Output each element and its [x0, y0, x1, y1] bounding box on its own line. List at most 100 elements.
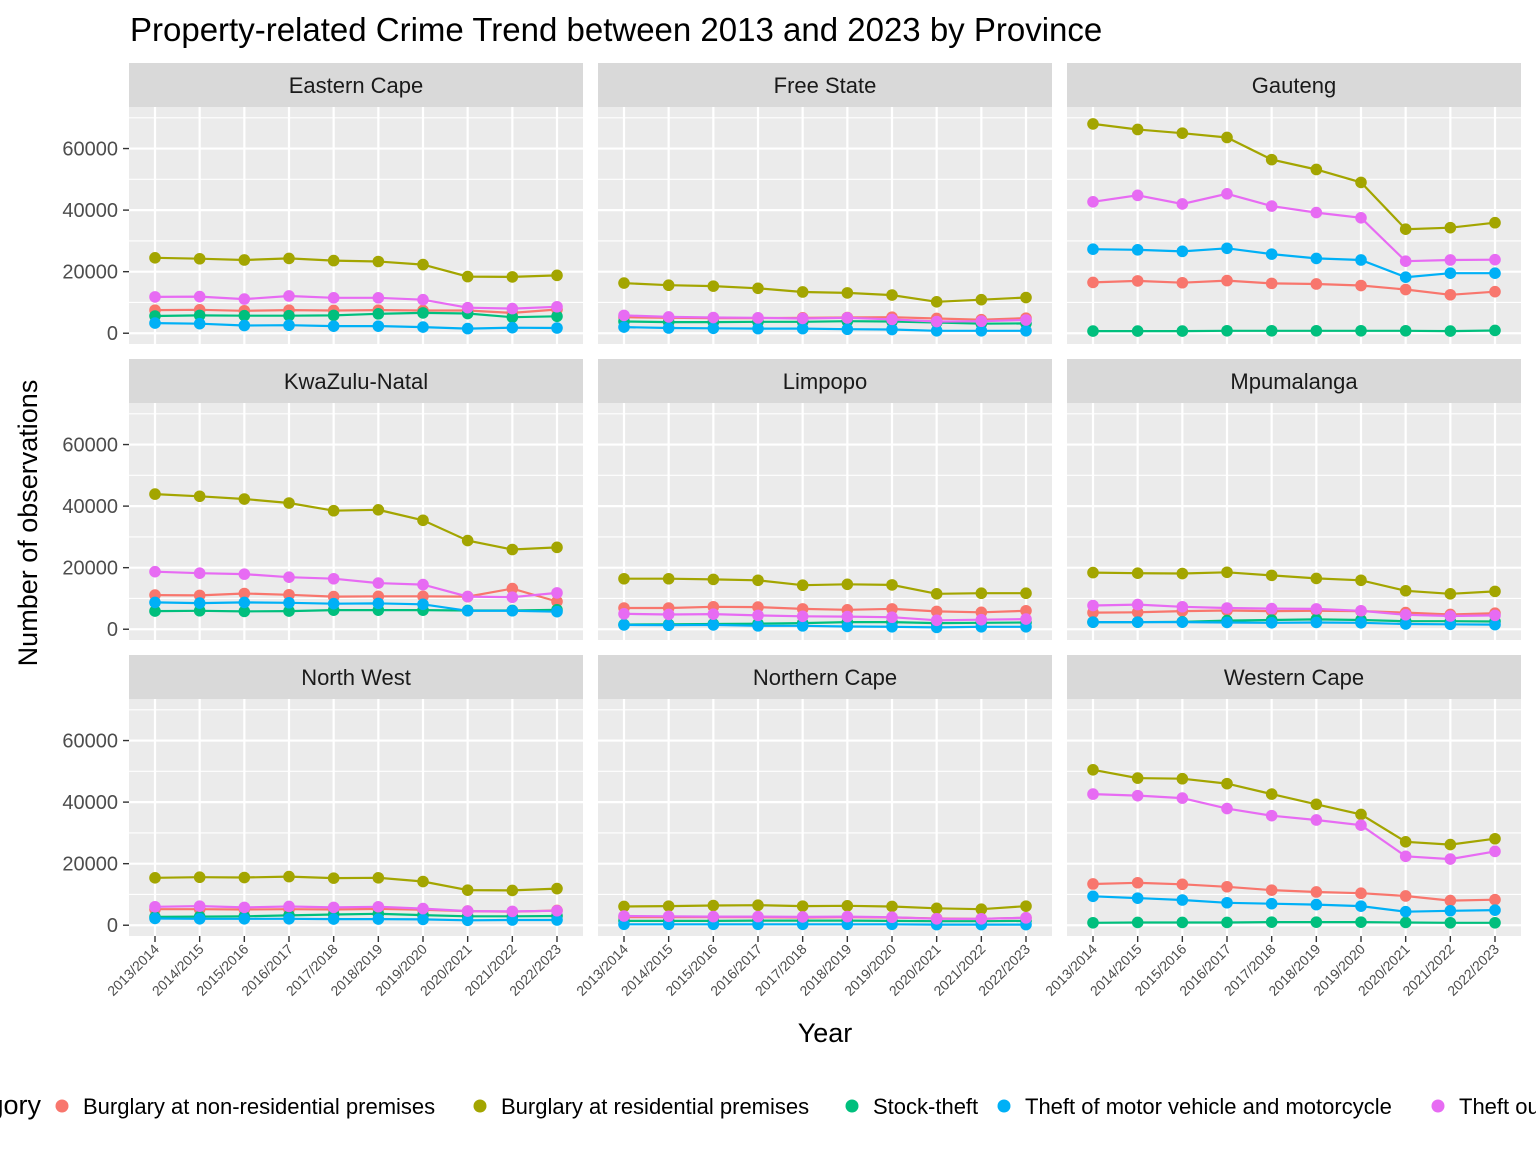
- data-point: [372, 320, 385, 332]
- series-burglary-at-residential-premises: [1087, 566, 1501, 600]
- legend-label: Burglary at residential premises: [501, 1094, 809, 1119]
- data-point: [1221, 802, 1233, 815]
- legend-key: [55, 1099, 69, 1113]
- data-point: [841, 610, 854, 623]
- data-point: [1087, 788, 1099, 800]
- panel-background: [129, 107, 583, 344]
- series-theft-of-motor-vehicle-and-motorcycle: [618, 321, 1032, 337]
- series-line: [1092, 571, 1496, 595]
- data-point: [372, 872, 385, 884]
- data-point: [327, 320, 340, 332]
- series-theft-out-of-or-from-motor-vehicle: [149, 290, 563, 315]
- data-point: [618, 277, 630, 289]
- data-point: [1310, 572, 1323, 585]
- strip-background: [1067, 63, 1521, 107]
- y-tick-label: 20000: [62, 854, 118, 876]
- data-point: [283, 605, 295, 617]
- series-theft-out-of-or-from-motor-vehicle: [618, 910, 1032, 925]
- data-point: [238, 319, 251, 332]
- data-point: [707, 619, 720, 631]
- data-point: [975, 613, 988, 626]
- data-point: [1131, 616, 1144, 628]
- data-point: [327, 913, 340, 925]
- data-point: [796, 322, 809, 335]
- data-point: [1221, 880, 1233, 893]
- data-point: [193, 490, 206, 503]
- data-point: [417, 514, 429, 527]
- data-point: [1489, 585, 1501, 598]
- data-point: [1399, 255, 1412, 268]
- data-point: [930, 902, 943, 915]
- strip-label: Limpopo: [783, 369, 867, 394]
- series-line: [1092, 609, 1496, 616]
- data-point: [1444, 838, 1457, 851]
- legend-item-theft-out-of-or-from-motor-vehicle: Theft out of or from motor vehicle: [1431, 1094, 1536, 1119]
- data-point: [796, 620, 809, 632]
- data-point: [1355, 279, 1367, 292]
- series-line: [623, 326, 1026, 332]
- data-point: [886, 603, 898, 615]
- series-stock-theft: [1087, 324, 1501, 337]
- data-point: [238, 871, 251, 884]
- data-point: [1131, 325, 1144, 337]
- data-point: [1265, 809, 1278, 822]
- strip-background: [129, 63, 583, 107]
- series-theft-of-motor-vehicle-and-motorcycle: [149, 596, 563, 618]
- series-burglary-at-non-residential-premises: [618, 600, 1032, 619]
- data-point: [1176, 916, 1189, 929]
- data-point: [662, 322, 675, 334]
- data-point: [417, 590, 429, 603]
- data-point: [193, 597, 206, 609]
- data-point: [1020, 291, 1032, 304]
- y-tick-label: 20000: [62, 558, 118, 580]
- panel-background: [129, 699, 583, 936]
- panel-background: [598, 107, 1052, 344]
- data-point: [1489, 324, 1501, 337]
- panel-limpopo: Limpopo: [598, 359, 1052, 640]
- series-line: [1092, 895, 1496, 913]
- data-point: [372, 577, 385, 589]
- data-point: [506, 321, 519, 334]
- data-point: [372, 900, 385, 913]
- data-point: [193, 912, 206, 925]
- data-point: [283, 497, 295, 509]
- data-point: [618, 572, 630, 585]
- data-point: [1310, 603, 1323, 615]
- panel-background: [598, 403, 1052, 640]
- data-point: [193, 317, 206, 330]
- data-point: [149, 488, 161, 500]
- legend-item-theft-of-motor-vehicle-and-motorcycle: Theft of motor vehicle and motorcycle: [997, 1094, 1392, 1119]
- data-point: [283, 319, 295, 332]
- data-point: [1399, 618, 1412, 630]
- data-point: [1399, 283, 1412, 296]
- data-point: [238, 605, 251, 618]
- data-point: [1310, 886, 1323, 898]
- series-line: [624, 605, 1027, 614]
- data-point: [752, 574, 764, 587]
- data-point: [506, 302, 519, 315]
- data-point: [707, 899, 720, 912]
- data-point: [886, 313, 898, 326]
- data-point: [372, 308, 385, 320]
- data-point: [506, 582, 519, 595]
- series-theft-out-of-or-from-motor-vehicle: [1087, 788, 1501, 865]
- series-burglary-at-residential-premises: [149, 870, 563, 897]
- data-point: [841, 312, 854, 324]
- data-point: [752, 322, 764, 335]
- y-tick-label: 20000: [62, 262, 118, 284]
- data-point: [1221, 896, 1233, 909]
- data-point: [1020, 900, 1032, 912]
- data-point: [461, 534, 474, 547]
- data-point: [417, 902, 429, 915]
- data-point: [1131, 189, 1144, 202]
- series-line: [1092, 247, 1495, 279]
- data-point: [752, 620, 764, 632]
- data-point: [1176, 198, 1189, 210]
- data-point: [886, 620, 898, 633]
- data-point: [886, 579, 898, 591]
- data-point: [1221, 777, 1233, 790]
- data-point: [238, 309, 251, 322]
- data-point: [1221, 187, 1233, 200]
- data-point: [618, 900, 630, 913]
- data-point: [1265, 916, 1278, 928]
